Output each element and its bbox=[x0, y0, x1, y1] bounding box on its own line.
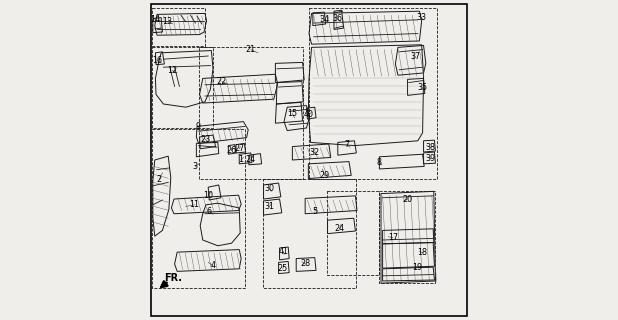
Text: 26: 26 bbox=[227, 146, 237, 155]
Text: 22: 22 bbox=[217, 77, 227, 86]
Text: 8: 8 bbox=[376, 158, 381, 167]
Text: 11: 11 bbox=[190, 200, 200, 209]
Text: 30: 30 bbox=[265, 184, 274, 193]
Text: 35: 35 bbox=[418, 84, 428, 92]
Text: 28: 28 bbox=[300, 260, 310, 268]
Text: 33: 33 bbox=[416, 13, 426, 22]
Text: 7: 7 bbox=[344, 140, 349, 149]
Text: 24: 24 bbox=[246, 155, 256, 164]
Text: 40: 40 bbox=[303, 110, 313, 119]
Text: 19: 19 bbox=[412, 263, 422, 272]
Text: 6: 6 bbox=[206, 207, 211, 216]
Text: 4: 4 bbox=[211, 261, 216, 270]
Text: 9: 9 bbox=[195, 122, 200, 131]
Text: 24: 24 bbox=[334, 224, 344, 233]
Text: 12: 12 bbox=[167, 66, 177, 75]
Text: 34: 34 bbox=[320, 15, 329, 24]
Text: 17: 17 bbox=[387, 233, 398, 242]
Text: 20: 20 bbox=[402, 195, 413, 204]
Text: 32: 32 bbox=[310, 148, 320, 157]
Text: 3: 3 bbox=[193, 162, 198, 171]
Text: 5: 5 bbox=[312, 207, 317, 216]
Text: 18: 18 bbox=[418, 248, 428, 257]
Text: 10: 10 bbox=[203, 191, 213, 200]
Text: 36: 36 bbox=[333, 14, 343, 23]
Text: 29: 29 bbox=[320, 171, 329, 180]
Text: 38: 38 bbox=[426, 143, 436, 152]
Text: 15: 15 bbox=[287, 109, 297, 118]
Text: 21: 21 bbox=[246, 45, 256, 54]
Text: 39: 39 bbox=[426, 154, 436, 163]
Text: 23: 23 bbox=[200, 135, 210, 144]
Text: FR.: FR. bbox=[164, 273, 182, 284]
Text: 25: 25 bbox=[277, 264, 288, 273]
Text: 14: 14 bbox=[150, 15, 160, 24]
Text: 41: 41 bbox=[278, 247, 289, 256]
Text: 37: 37 bbox=[410, 52, 420, 61]
Text: 1: 1 bbox=[239, 156, 243, 164]
Text: 31: 31 bbox=[265, 202, 274, 211]
Text: 13: 13 bbox=[163, 17, 172, 26]
Text: 2: 2 bbox=[157, 175, 162, 184]
Text: 16: 16 bbox=[153, 56, 163, 65]
Polygon shape bbox=[151, 4, 467, 316]
Text: 27: 27 bbox=[234, 144, 245, 153]
